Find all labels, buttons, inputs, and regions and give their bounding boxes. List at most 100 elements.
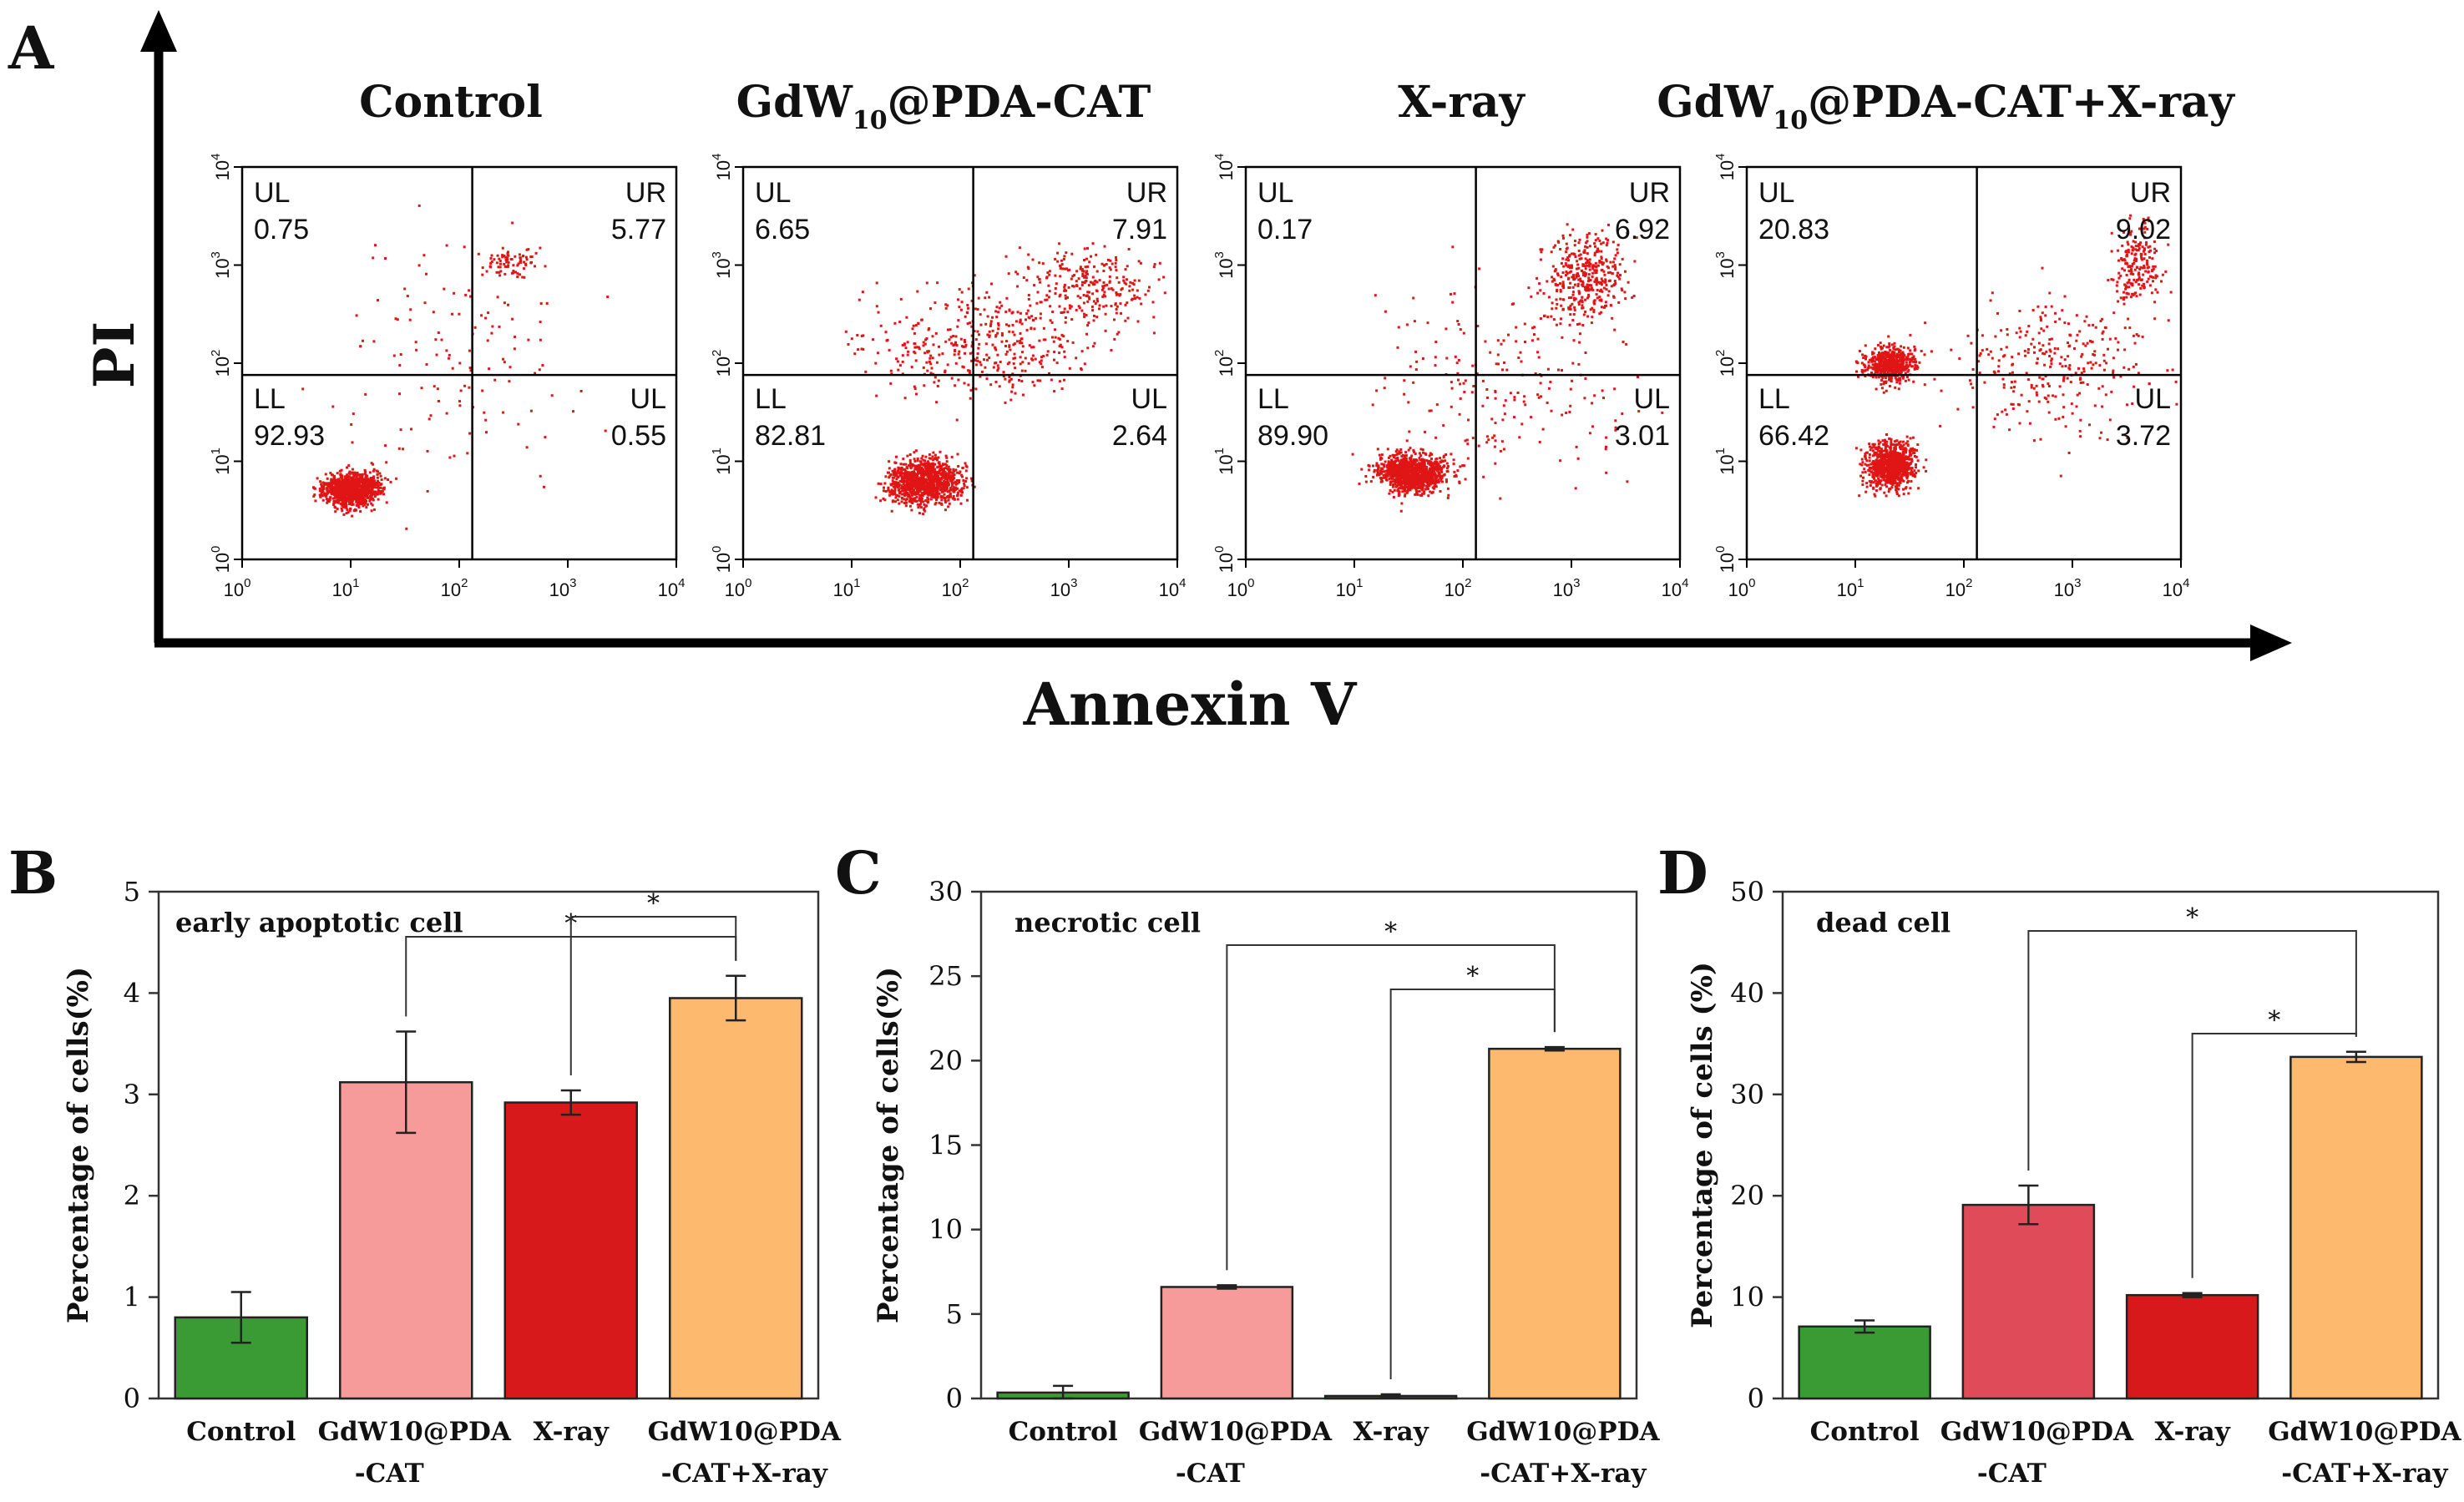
event-dot [1577, 303, 1581, 306]
event-dot [1596, 289, 1599, 291]
event-dot [1096, 300, 1099, 303]
event-dot [1020, 369, 1024, 372]
event-dot [973, 485, 976, 488]
event-dot [1620, 287, 1623, 291]
event-dot [944, 303, 948, 306]
x-tick-base: 10 [332, 579, 352, 600]
event-dot [1494, 422, 1497, 425]
event-dot [1614, 266, 1617, 269]
event-dot [1568, 286, 1571, 289]
event-dot [1520, 422, 1524, 426]
event-dot [522, 254, 525, 257]
event-dot [382, 486, 386, 489]
event-dot [956, 482, 959, 485]
event-dot [888, 467, 891, 470]
event-dot [1424, 476, 1427, 479]
event-dot [1391, 469, 1394, 473]
event-dot [355, 495, 358, 498]
event-dot [1014, 271, 1018, 274]
event-dot [1014, 367, 1017, 370]
event-dot [909, 476, 913, 479]
event-dot [1550, 315, 1553, 318]
event-dot [321, 498, 325, 502]
event-dot [1502, 404, 1505, 407]
event-dot [464, 293, 468, 296]
event-dot [372, 256, 375, 260]
event-dot [999, 361, 1002, 363]
event-dot [1485, 435, 1489, 438]
event-dot [358, 503, 362, 506]
event-dot [916, 468, 919, 472]
event-dot [1551, 265, 1555, 268]
event-dot [903, 489, 906, 493]
event-dot [1051, 336, 1054, 339]
event-dot [913, 458, 916, 461]
event-dot [1520, 360, 1523, 363]
event-dot [898, 479, 902, 483]
event-dot [898, 474, 902, 478]
event-dot [974, 338, 978, 341]
event-dot [498, 260, 502, 262]
event-dot [923, 473, 926, 477]
event-dot [1148, 286, 1151, 289]
event-dot [967, 369, 970, 372]
event-dot [1392, 496, 1395, 498]
event-dot [1409, 447, 1412, 450]
event-dot [1476, 325, 1480, 327]
event-dot [1605, 288, 1608, 291]
event-dot [1584, 298, 1587, 301]
event-dot [372, 468, 376, 471]
event-dot [1410, 477, 1414, 480]
event-dot [351, 501, 354, 504]
event-dot [920, 318, 923, 321]
event-dot [385, 461, 388, 464]
event-dot [947, 328, 949, 331]
y-tick-exponent: 4 [710, 154, 724, 160]
event-dot [1030, 315, 1034, 318]
event-dot [1063, 307, 1066, 311]
event-dot [1422, 492, 1425, 495]
event-dot [932, 494, 935, 498]
event-dot [1404, 470, 1408, 473]
event-dot [1388, 492, 1391, 495]
event-dot [335, 499, 338, 503]
event-dot [1450, 387, 1454, 390]
event-dot [1617, 276, 1620, 279]
event-dot [1467, 418, 1470, 422]
event-dot [1417, 484, 1420, 488]
event-dot [890, 509, 893, 513]
event-dot [1437, 471, 1440, 474]
event-dot [1372, 464, 1374, 468]
event-dot [335, 486, 338, 489]
event-dot [890, 489, 893, 493]
event-dot [922, 344, 925, 347]
event-dot [944, 467, 948, 470]
event-dot [1401, 472, 1404, 475]
event-dot [984, 322, 988, 326]
event-dot [913, 470, 916, 473]
event-dot [1060, 333, 1064, 336]
event-dot [468, 367, 472, 370]
event-dot [951, 488, 954, 491]
event-dot [348, 470, 352, 473]
event-dot [936, 474, 939, 478]
event-dot [1428, 471, 1430, 474]
event-dot [1428, 475, 1431, 478]
event-dot [1573, 308, 1576, 311]
event-dot [1586, 233, 1589, 236]
event-dot [1399, 478, 1403, 482]
event-dot [1412, 296, 1415, 300]
event-dot [1409, 365, 1412, 368]
event-dot [1606, 271, 1610, 275]
event-dot [1428, 463, 1431, 466]
event-dot [931, 357, 934, 360]
event-dot [932, 467, 935, 470]
event-dot [606, 296, 610, 298]
event-dot [1576, 260, 1579, 263]
event-dot [934, 501, 938, 504]
event-dot [980, 370, 984, 373]
event-dot [1631, 296, 1634, 299]
event-dot [942, 471, 945, 474]
event-dot [1540, 250, 1543, 254]
event-dot [1505, 368, 1509, 372]
